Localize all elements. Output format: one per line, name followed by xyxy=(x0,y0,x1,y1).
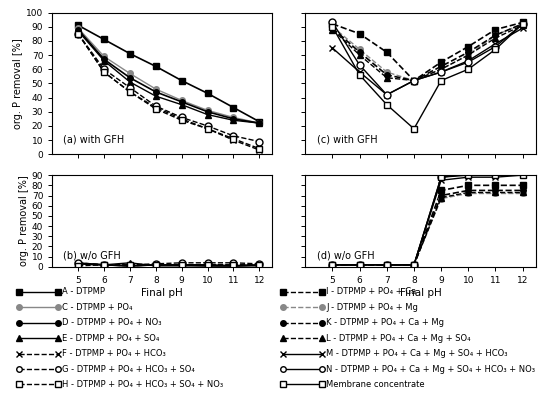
Text: (d) w/o GFH: (d) w/o GFH xyxy=(317,251,375,261)
X-axis label: Final pH: Final pH xyxy=(400,288,442,298)
Text: N - DTPMP + PO₄ + Ca + Mg + SO₄ + HCO₃ + NO₃: N - DTPMP + PO₄ + Ca + Mg + SO₄ + HCO₃ +… xyxy=(326,364,535,374)
Text: M - DTPMP + PO₄ + Ca + Mg + SO₄ + HCO₃: M - DTPMP + PO₄ + Ca + Mg + SO₄ + HCO₃ xyxy=(326,349,508,358)
Text: E - DTPMP + PO₄ + SO₄: E - DTPMP + PO₄ + SO₄ xyxy=(62,334,160,343)
Text: (c) with GFH: (c) with GFH xyxy=(317,134,377,144)
Text: I - DTPMP + PO₄ + Ca: I - DTPMP + PO₄ + Ca xyxy=(326,287,416,296)
Text: H - DTPMP + PO₄ + HCO₃ + SO₄ + NO₃: H - DTPMP + PO₄ + HCO₃ + SO₄ + NO₃ xyxy=(62,380,223,389)
Text: F - DTPMP + PO₄ + HCO₃: F - DTPMP + PO₄ + HCO₃ xyxy=(62,349,166,358)
Text: C - DTPMP + PO₄: C - DTPMP + PO₄ xyxy=(62,303,133,312)
Text: Membrane concentrate: Membrane concentrate xyxy=(326,380,425,389)
Text: J - DTPMP + PO₄ + Mg: J - DTPMP + PO₄ + Mg xyxy=(326,303,418,312)
X-axis label: Final pH: Final pH xyxy=(141,288,183,298)
Text: D - DTPMP + PO₄ + NO₃: D - DTPMP + PO₄ + NO₃ xyxy=(62,318,162,327)
Y-axis label: org. P removal [%]: org. P removal [%] xyxy=(13,38,23,129)
Text: (a) with GFH: (a) with GFH xyxy=(63,134,124,144)
Text: A - DTPMP: A - DTPMP xyxy=(62,287,105,296)
Y-axis label: org. P removal [%]: org. P removal [%] xyxy=(19,176,29,266)
Text: L - DTPMP + PO₄ + Ca + Mg + SO₄: L - DTPMP + PO₄ + Ca + Mg + SO₄ xyxy=(326,334,471,343)
Text: G - DTPMP + PO₄ + HCO₃ + SO₄: G - DTPMP + PO₄ + HCO₃ + SO₄ xyxy=(62,364,195,374)
Text: K - DTPMP + PO₄ + Ca + Mg: K - DTPMP + PO₄ + Ca + Mg xyxy=(326,318,444,327)
Text: (b) w/o GFH: (b) w/o GFH xyxy=(63,251,121,261)
